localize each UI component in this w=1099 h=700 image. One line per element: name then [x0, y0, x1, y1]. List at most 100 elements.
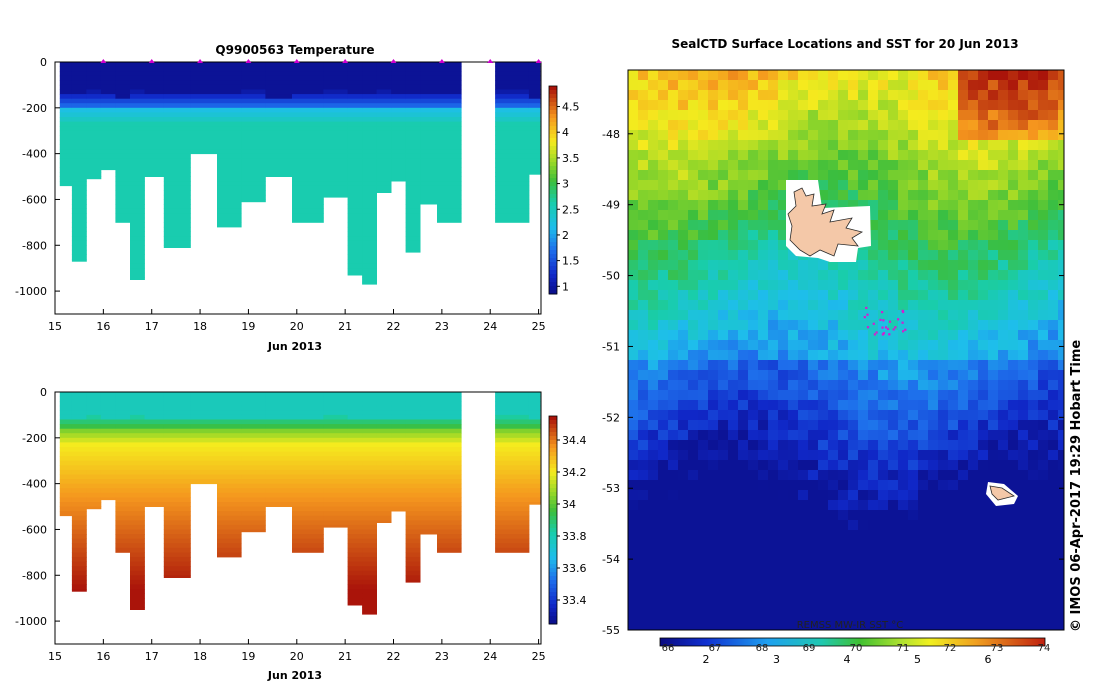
depth-cell [420, 71, 438, 77]
depth-cell [115, 538, 131, 544]
sst-cell [918, 390, 929, 401]
depth-cell [144, 437, 165, 443]
sst-cell [1038, 160, 1049, 171]
depth-cell [265, 497, 293, 503]
sst-cell [878, 90, 889, 101]
sst-cell [858, 440, 869, 451]
sst-cell [628, 100, 639, 111]
sst-cell [828, 560, 839, 571]
depth-cell [241, 460, 266, 466]
sst-cell [838, 570, 849, 581]
sst-cell [828, 490, 839, 501]
depth-cell [241, 428, 266, 434]
sst-cell [848, 70, 859, 81]
sst-cell [658, 340, 669, 351]
sst-cell [728, 150, 739, 161]
depth-cell [405, 103, 421, 109]
sst-cell [658, 540, 669, 551]
depth-cell [265, 80, 293, 86]
colorbar-swatch [549, 110, 557, 115]
sst-cell [718, 120, 729, 131]
depth-cell [86, 437, 102, 443]
sst-cell [988, 380, 999, 391]
sst-cell [908, 460, 919, 471]
depth-cell [130, 474, 145, 480]
sst-cell [798, 170, 809, 181]
depth-cell [59, 405, 73, 411]
depth-cell [495, 162, 530, 168]
x-tick-label: 15 [48, 650, 62, 663]
sst-cell [888, 230, 899, 241]
sst-cell [768, 200, 779, 211]
depth-cell [86, 401, 102, 407]
depth-cell [362, 217, 377, 223]
sst-cell [878, 420, 889, 431]
sst-cell [918, 520, 929, 531]
x-tick-label: 20 [290, 320, 304, 333]
sst-cell [758, 500, 769, 511]
sst-cell [878, 580, 889, 591]
sst-cell [808, 500, 819, 511]
depth-cell [323, 456, 348, 462]
depth-cell [420, 121, 438, 127]
depth-cell [391, 80, 406, 86]
sst-cell [648, 410, 659, 421]
sst-cell [748, 70, 759, 81]
sst-cell [818, 100, 829, 111]
depth-cell [115, 529, 131, 535]
depth-cell [362, 149, 377, 155]
depth-cell [144, 460, 165, 466]
sst-cell [1018, 230, 1029, 241]
sst-cell [818, 490, 829, 501]
sst-cell [918, 110, 929, 121]
sst-cell [908, 320, 919, 331]
sst-cell [688, 240, 699, 251]
sst-cell [628, 550, 639, 561]
depth-cell [495, 465, 530, 471]
sst-cell [888, 220, 899, 231]
sst-cell [648, 200, 659, 211]
depth-cell [71, 502, 87, 507]
depth-cell [59, 144, 73, 150]
depth-cell [144, 144, 165, 150]
depth-cell [405, 240, 421, 246]
depth-cell [362, 107, 377, 113]
depth-cell [528, 419, 541, 425]
sst-cell [918, 280, 929, 291]
sst-cell [658, 180, 669, 191]
sst-cell [818, 540, 829, 551]
depth-cell [362, 66, 377, 72]
depth-cell [420, 428, 438, 434]
depth-cell [144, 456, 165, 462]
profile-column [405, 392, 421, 583]
depth-cell [130, 543, 145, 549]
colorbar-swatch [549, 464, 557, 469]
sst-cell [1028, 250, 1039, 261]
depth-cell [362, 414, 377, 420]
depth-cell [495, 153, 530, 159]
sst-cell [928, 450, 939, 461]
depth-cell [292, 75, 324, 81]
sst-cell [668, 190, 679, 201]
depth-cell [265, 492, 293, 498]
sst-cell [978, 380, 989, 391]
sst-cell [1028, 520, 1039, 531]
colorbar-tick-label: 34.4 [562, 434, 587, 447]
sst-cell [1058, 350, 1064, 361]
depth-cell [115, 139, 131, 145]
depth-cell [391, 442, 406, 448]
depth-cell [437, 153, 462, 159]
sst-cell [788, 530, 799, 541]
depth-cell [420, 181, 438, 187]
sst-cell [988, 620, 999, 630]
sst-cell [738, 210, 749, 221]
depth-cell [347, 172, 363, 177]
sst-cell [758, 300, 769, 311]
sst-cell [768, 300, 779, 311]
sst-cell [668, 260, 679, 271]
depth-cell [130, 456, 145, 462]
sst-cell [1038, 220, 1049, 231]
depth-cell [362, 497, 377, 503]
sst-cell [708, 290, 719, 301]
depth-cell [144, 117, 165, 122]
